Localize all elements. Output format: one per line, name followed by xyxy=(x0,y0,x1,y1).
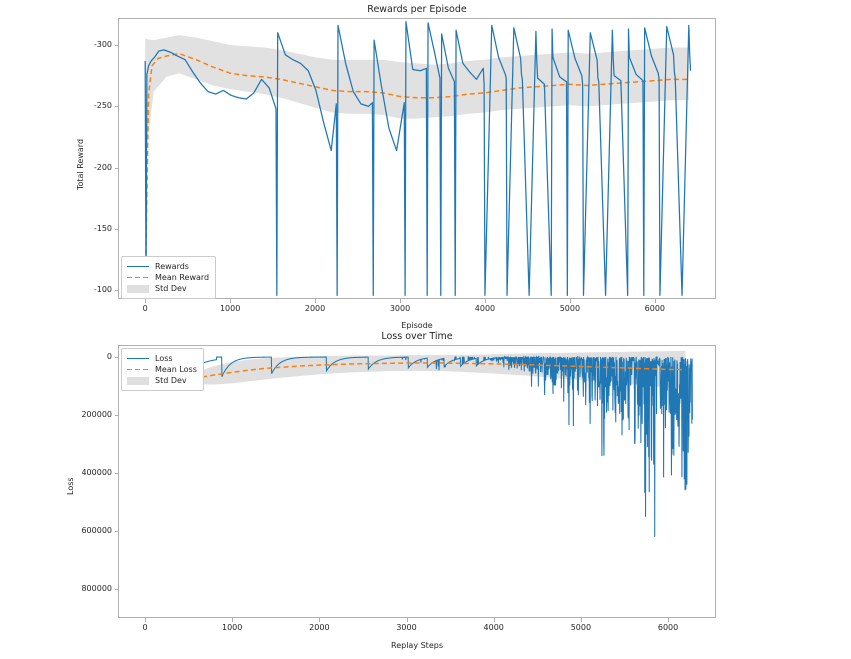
tick-mark xyxy=(654,299,656,303)
legend-item-mean-loss: Mean Loss xyxy=(127,364,197,375)
tick-mark xyxy=(114,414,118,416)
tick-mark xyxy=(400,299,401,303)
loss-x-axis-label: Replay Steps xyxy=(391,641,443,650)
rewards-legend: Rewards Mean Reward Std Dev xyxy=(121,256,217,299)
tick-mark xyxy=(484,299,486,303)
x-tick-label: 0 xyxy=(142,623,148,632)
band-swatch-icon xyxy=(127,376,149,386)
legend-label: Rewards xyxy=(155,262,189,271)
legend-label: Mean Reward xyxy=(155,273,210,282)
tick-mark xyxy=(114,356,118,358)
rewards-plot-canvas xyxy=(144,21,692,296)
y-tick-label: -100 xyxy=(93,285,112,295)
tick-mark xyxy=(114,229,118,231)
tick-mark xyxy=(315,299,317,303)
legend-item-mean-reward: Mean Reward xyxy=(127,272,209,283)
dashed-line-icon xyxy=(127,365,149,375)
tick-mark xyxy=(114,588,118,590)
tick-mark xyxy=(114,530,118,532)
dashed-line-icon xyxy=(127,273,149,283)
rewards-chart-axes xyxy=(118,18,716,299)
tick-mark xyxy=(145,299,147,303)
legend-item-loss: Loss xyxy=(127,353,197,364)
tick-mark xyxy=(114,167,118,169)
y-tick-label: -300 xyxy=(93,39,112,49)
loss-y-axis-label: Loss xyxy=(66,477,75,495)
legend-label: Loss xyxy=(155,354,173,363)
x-tick-label: 6000 xyxy=(644,304,665,313)
legend-label: Std Dev xyxy=(155,284,187,293)
rewards-chart-title: Rewards per Episode xyxy=(367,4,467,15)
loss-plot-canvas xyxy=(145,350,693,537)
x-tick-label: 5000 xyxy=(559,304,581,313)
legend-item-std-dev: Std Dev xyxy=(127,375,197,386)
x-tick-label: 1000 xyxy=(222,623,243,632)
x-tick-label: 5000 xyxy=(570,623,592,632)
loss-legend: Loss Mean Loss Std Dev xyxy=(121,348,204,391)
tick-mark xyxy=(580,618,582,622)
y-tick-label: 0 xyxy=(106,351,112,361)
x-tick-label: 6000 xyxy=(657,623,679,632)
tick-mark xyxy=(114,44,118,46)
y-tick-label: 400000 xyxy=(81,467,112,477)
legend-item-std-dev: Std Dev xyxy=(127,283,209,294)
tick-mark xyxy=(230,299,232,303)
x-tick-label: 0 xyxy=(142,304,148,313)
tick-mark xyxy=(114,106,118,108)
y-tick-label: 600000 xyxy=(81,525,112,535)
tick-mark xyxy=(114,472,118,474)
x-tick-label: 2000 xyxy=(309,623,330,632)
tick-mark xyxy=(668,618,670,622)
x-tick-label: 4000 xyxy=(483,623,504,632)
y-tick-label: -250 xyxy=(93,101,112,111)
tick-mark xyxy=(569,299,571,303)
y-tick-label: -200 xyxy=(93,162,112,172)
tick-mark xyxy=(406,618,408,622)
loss-chart-axes xyxy=(118,345,716,618)
x-tick-label: 2000 xyxy=(304,304,326,313)
solid-line-icon xyxy=(127,354,149,364)
y-tick-label: -150 xyxy=(93,224,112,234)
x-tick-label: 4000 xyxy=(474,304,496,313)
tick-mark xyxy=(232,618,234,622)
y-tick-label: 200000 xyxy=(81,409,112,419)
tick-mark xyxy=(493,618,495,622)
tick-mark xyxy=(114,290,118,292)
tick-mark xyxy=(145,618,147,622)
tick-mark xyxy=(319,618,321,622)
x-tick-label: 1000 xyxy=(219,304,241,313)
band-swatch-icon xyxy=(127,284,149,294)
legend-label: Mean Loss xyxy=(155,365,197,374)
loss-chart-title: Loss over Time xyxy=(381,331,453,342)
rewards-x-axis-label: Episode xyxy=(401,321,433,330)
x-tick-label: 3000 xyxy=(396,623,417,632)
legend-item-rewards: Rewards xyxy=(127,261,209,272)
legend-label: Std Dev xyxy=(155,376,187,385)
solid-line-icon xyxy=(127,262,149,272)
x-tick-label: 3000 xyxy=(389,304,411,313)
y-tick-label: 800000 xyxy=(81,583,112,593)
